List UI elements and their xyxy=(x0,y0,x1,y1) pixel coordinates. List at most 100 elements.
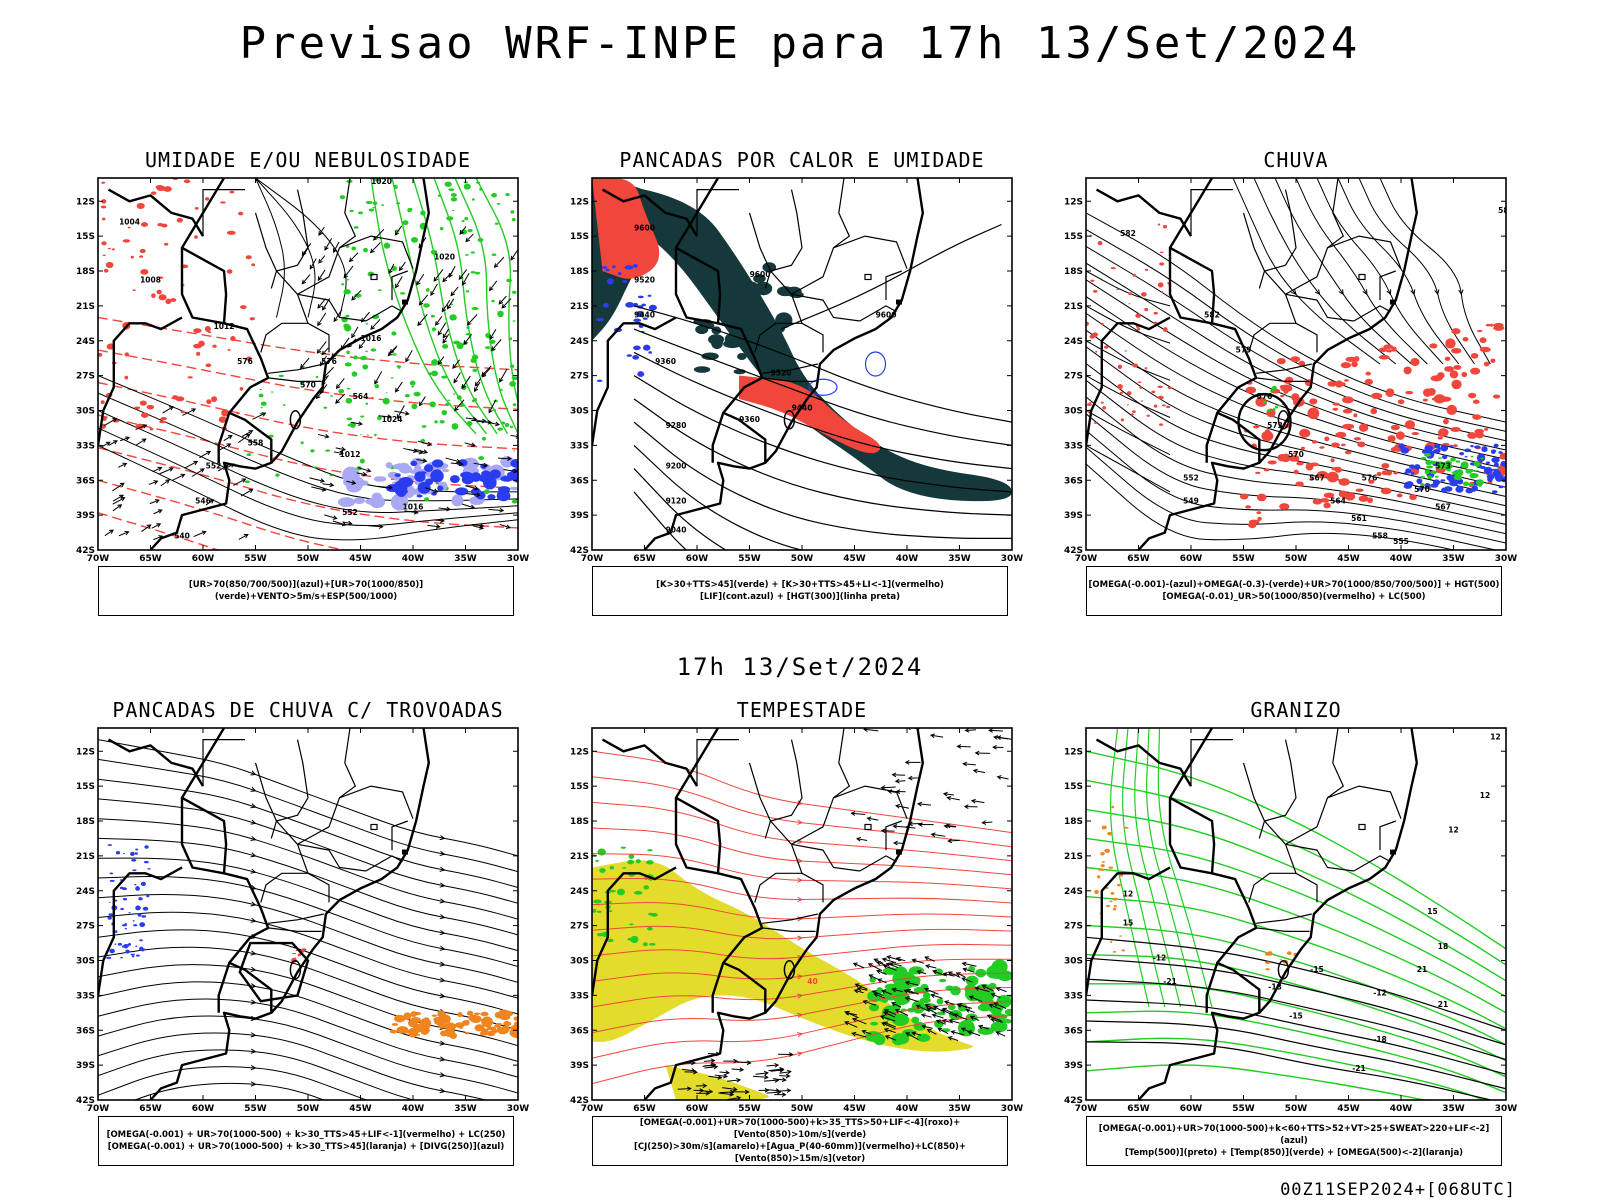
forecast-map: 9600 9520 9440 9360 9280 9200 9120 9040 9600 9520… xyxy=(570,177,1023,564)
red-humidity xyxy=(98,178,256,431)
contour-label: 540 xyxy=(174,531,190,540)
lat-tick-label: 12S xyxy=(570,747,589,757)
streamlines xyxy=(592,750,1012,1085)
lat-tick-label: 27S xyxy=(76,372,95,382)
lon-tick-label: 70W xyxy=(581,1104,604,1114)
lat-tick-label: 39S xyxy=(76,511,95,521)
panel-title: PANCADAS DE CHUVA C/ TROVOADAS xyxy=(112,698,504,722)
lat-tick-label: 36S xyxy=(76,476,95,486)
contour-label: -21 xyxy=(1163,977,1177,986)
lat-tick-label: 27S xyxy=(570,372,589,382)
contour-label: 21 xyxy=(1417,965,1427,974)
panel-pancadas-calor: PANCADAS POR CALOR E UMIDADE 9600 9520 9440… xyxy=(570,148,1052,616)
contour-label: 576 xyxy=(237,357,253,366)
lon-tick-label: 45W xyxy=(1337,1104,1360,1114)
contour-label: 9360 xyxy=(739,415,760,424)
wind-vectors-south xyxy=(677,1051,794,1100)
lon-tick-label: 60W xyxy=(686,1104,709,1114)
contour-label: 9600 xyxy=(634,223,655,232)
wind-vectors-north xyxy=(850,728,1012,846)
temp850 xyxy=(1086,750,1506,1100)
country-borders xyxy=(98,178,430,550)
lon-tick-label: 30W xyxy=(1495,554,1518,564)
contour-label: 9600 xyxy=(750,270,771,279)
country-borders xyxy=(592,178,924,550)
state-borders xyxy=(696,728,908,932)
lat-tick-label: 36S xyxy=(1064,1026,1083,1036)
lon-tick-label: 30W xyxy=(507,1104,530,1114)
wind-vectors-sw xyxy=(100,406,267,541)
lon-tick-label: 35W xyxy=(948,1104,971,1114)
omega500-orange xyxy=(1094,805,1129,953)
contour-label: 9600 xyxy=(876,311,897,320)
contour-label: 9280 xyxy=(666,421,687,430)
contour-labels: 40 xyxy=(807,977,817,986)
contour-label: 576 xyxy=(1362,473,1378,482)
country-borders xyxy=(1086,728,1418,1100)
contour-label: 9520 xyxy=(634,276,655,285)
lon-tick-label: 65W xyxy=(1127,1104,1150,1114)
lon-tick-label: 40W xyxy=(402,554,425,564)
lon-tick-label: 70W xyxy=(581,554,604,564)
panel-umidade: UMIDADE E/OU NEBULOSIDADE 1004 1008 1012 101… xyxy=(76,148,558,616)
lon-tick-label: 45W xyxy=(843,554,866,564)
lat-tick-label: 39S xyxy=(76,1061,95,1071)
contour-label: 570 xyxy=(1288,450,1304,459)
forecast-map: 1004 1008 1012 1016 1020 1024 1012 1016 1020 576 5… xyxy=(76,177,529,564)
legend-line: [CJ(250)>30m/s](amarelo)+[Agua_P(40-60mm… xyxy=(633,1142,967,1164)
lat-tick-label: 15S xyxy=(76,782,95,792)
lon-tick-label: 60W xyxy=(686,554,709,564)
contour-label: 1012 xyxy=(340,450,361,459)
contour-label: 576 xyxy=(1257,392,1273,401)
map-frame xyxy=(97,727,519,1101)
contour-label: -12 xyxy=(1373,988,1387,997)
lon-tick-label: 70W xyxy=(1075,554,1098,564)
lat-tick-label: 33S xyxy=(1064,991,1083,1001)
contour-label: 21 xyxy=(1438,1000,1448,1009)
contour-label: 1020 xyxy=(434,252,455,261)
contour-label: 1012 xyxy=(214,322,235,331)
streamlines xyxy=(1232,178,1491,365)
contour-label: 9040 xyxy=(666,526,687,535)
contour-label: -21 xyxy=(1352,1064,1366,1073)
lon-tick-label: 55W xyxy=(244,1104,267,1114)
contour-label: 573 xyxy=(1267,421,1283,430)
lon-tick-label: 65W xyxy=(633,554,656,564)
contour-label: 18 xyxy=(1438,942,1448,951)
lat-tick-label: 36S xyxy=(1064,476,1083,486)
lat-tick-label: 15S xyxy=(1064,232,1083,242)
lat-tick-label: 12S xyxy=(76,747,95,757)
lat-tick-label: 30S xyxy=(76,957,95,967)
panel-granizo: GRANIZO 12 12 12 15 18 21 -12 -15 -18 -21 12 15 -12 -1… xyxy=(1064,698,1546,1166)
lon-tick-label: 70W xyxy=(1075,1104,1098,1114)
lat-tick-label: 42S xyxy=(76,1096,95,1106)
lat-tick-label: 12S xyxy=(570,197,589,207)
panel-legend: [OMEGA(-0.001)-(azul)+OMEGA(-0.3)-(verde… xyxy=(1086,566,1502,616)
lat-tick-label: 21S xyxy=(76,852,95,862)
lif-contours xyxy=(808,351,887,396)
country-borders xyxy=(592,728,924,1100)
contour-label: -18 xyxy=(1373,1035,1387,1044)
lat-tick-label: 30S xyxy=(1064,407,1083,417)
panel-title: CHUVA xyxy=(1263,148,1329,172)
contour-label: 1016 xyxy=(403,502,424,511)
legend-line: [OMEGA(-0.001) + UR>70(1000-500) + k>30_… xyxy=(107,1142,505,1152)
lagoa-dos-patos xyxy=(783,410,796,430)
instability-area xyxy=(592,178,1012,502)
lat-tick-label: 24S xyxy=(76,337,95,347)
wind-vectors-850 xyxy=(844,955,1007,1042)
contour-label: 12 xyxy=(1448,826,1458,835)
lat-tick-label: 12S xyxy=(1064,747,1083,757)
red-rain-andes xyxy=(1086,223,1172,426)
lat-tick-label: 42S xyxy=(570,546,589,556)
jet-stream-area xyxy=(592,860,974,1100)
main-title: Previsao WRF-INPE para 17h 13/Set/2024 xyxy=(239,18,1361,69)
blue-omega xyxy=(1398,443,1506,494)
blue-humidity xyxy=(385,458,518,502)
lagoa-dos-patos xyxy=(289,960,302,980)
contour-label: 567 xyxy=(1435,502,1451,511)
green-omega xyxy=(1420,452,1484,487)
lat-tick-label: 33S xyxy=(76,991,95,1001)
lon-tick-label: 60W xyxy=(1180,554,1203,564)
